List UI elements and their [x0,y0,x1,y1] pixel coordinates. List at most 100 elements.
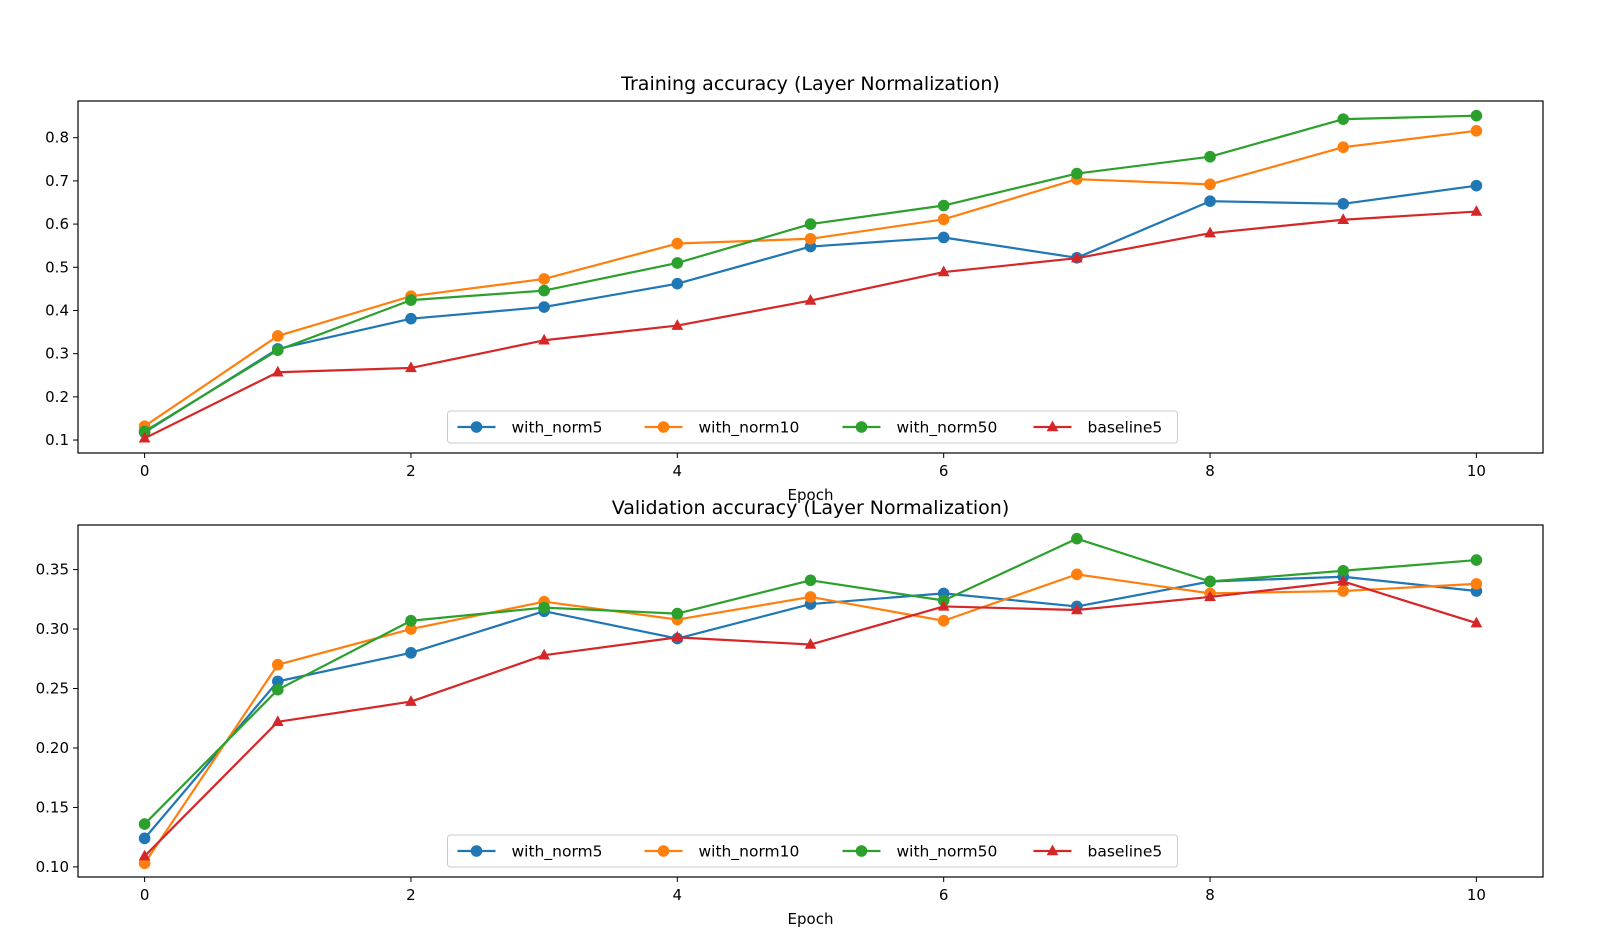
x-tick-label: 4 [673,886,683,904]
data-point [1071,603,1083,615]
legend-entry-with_norm50: with_norm50 [842,843,998,862]
data-point [937,614,950,627]
x-tick-label: 10 [1467,462,1486,480]
data-point [804,638,817,649]
series-line-with_norm50 [144,114,1477,433]
data-point [138,425,151,438]
data-point [804,218,817,230]
data-point [405,695,417,706]
data-point [138,818,151,830]
legend: with_norm5 with_norm10 with_norm50 baseline… [447,410,1178,444]
data-point [538,648,550,660]
y-tick-label: 0.8 [45,129,69,147]
legend-entry-with_norm50: with_norm50 [842,419,997,438]
data-point [538,333,550,345]
legend-label: with_norm5 [512,419,603,438]
data-point [405,312,417,325]
data-point [804,591,817,603]
x-tick-label: 4 [673,462,683,480]
data-point [271,683,284,696]
data-point [271,675,284,688]
data-point [1470,205,1483,216]
x-tick-label: 8 [1205,462,1215,480]
legend-marker [855,845,868,857]
series-baseline5 [138,574,1483,861]
data-point [671,319,684,330]
y-tick-label: 0.6 [45,215,69,233]
legend-marker [470,845,483,857]
data-point [271,658,284,671]
data-point [405,623,417,635]
legend-label: with_norm5 [512,843,603,862]
data-point [1470,616,1483,628]
legend-marker [1046,844,1059,856]
data-point [1071,568,1083,581]
data-point [804,294,817,305]
data-point [138,431,151,443]
subplot-training: 0 2 4 6 8 10 0.1 0.2 0.3 0.4 0.5 0.6 0.7 0.8 Training … [45,73,1544,504]
data-point [1470,109,1483,122]
data-point [1204,226,1216,238]
data-point [671,607,684,620]
data-point [1337,574,1350,586]
data-point [405,294,417,306]
data-point [271,330,284,342]
legend-box [447,410,1178,444]
series-with_norm50 [138,532,1483,830]
x-tick-label: 8 [1205,886,1215,904]
legend-label: with_norm10 [699,843,800,862]
legend-entry-baseline5: baseline5 [1033,843,1163,861]
data-point [671,237,684,250]
data-point [1204,590,1216,602]
y-tick-label: 0.4 [45,301,69,319]
data-point [405,647,417,659]
series-baseline5 [138,205,1483,443]
y-tick-label: 0.2 [45,388,69,406]
subplot-validation: 0 2 4 6 8 10 0.10 0.15 0.20 0.25 0.30 0.35 Validatio… [36,497,1544,928]
legend-marker [1046,420,1059,432]
plot-title: Validation accuracy (Layer Normalization… [612,497,1010,519]
legend-label: baseline5 [1088,419,1163,437]
y-tick-label: 0.10 [36,858,69,876]
data-point [937,199,950,212]
data-point [937,231,950,244]
legend-entry-with_norm5: with_norm5 [457,419,603,438]
legend-marker [657,845,670,857]
y-tick-label: 0.25 [36,680,69,698]
legend-marker [855,421,868,433]
data-point [804,574,817,587]
legend-label: with_norm50 [897,843,998,862]
series-with_norm10 [138,125,1483,433]
data-point [138,832,151,845]
legend-marker [657,421,670,433]
data-point [1204,150,1216,163]
data-point [1071,532,1083,545]
plot-frame [77,524,1544,878]
data-point [937,599,950,611]
y-tick-label: 0.7 [45,172,69,190]
x-tick-label: 2 [406,462,416,480]
plot-title: Training accuracy (Layer Normalization) [620,73,1000,95]
x-axis-label: Epoch [788,910,834,928]
data-point [1204,575,1216,588]
data-point [1337,213,1350,224]
series-with_norm5 [138,570,1483,845]
plot-frame [77,100,1544,454]
data-point [538,601,550,614]
data-point [405,361,417,373]
y-tick-label: 0.30 [36,620,69,638]
legend-label: baseline5 [1088,843,1163,861]
data-point [271,344,284,357]
legend-box [447,834,1178,868]
legend: with_norm5 with_norm10 with_norm50 baseline… [447,834,1178,868]
x-tick-label: 2 [406,886,416,904]
x-axis-label: Epoch [788,486,834,504]
data-point [1470,179,1483,192]
data-point [271,715,284,727]
legend-label: with_norm10 [699,419,800,438]
series-line-with_norm10 [143,573,1477,864]
data-point [405,614,417,627]
y-tick-label: 0.15 [36,798,69,816]
legend-entry-with_norm10: with_norm10 [644,843,800,862]
